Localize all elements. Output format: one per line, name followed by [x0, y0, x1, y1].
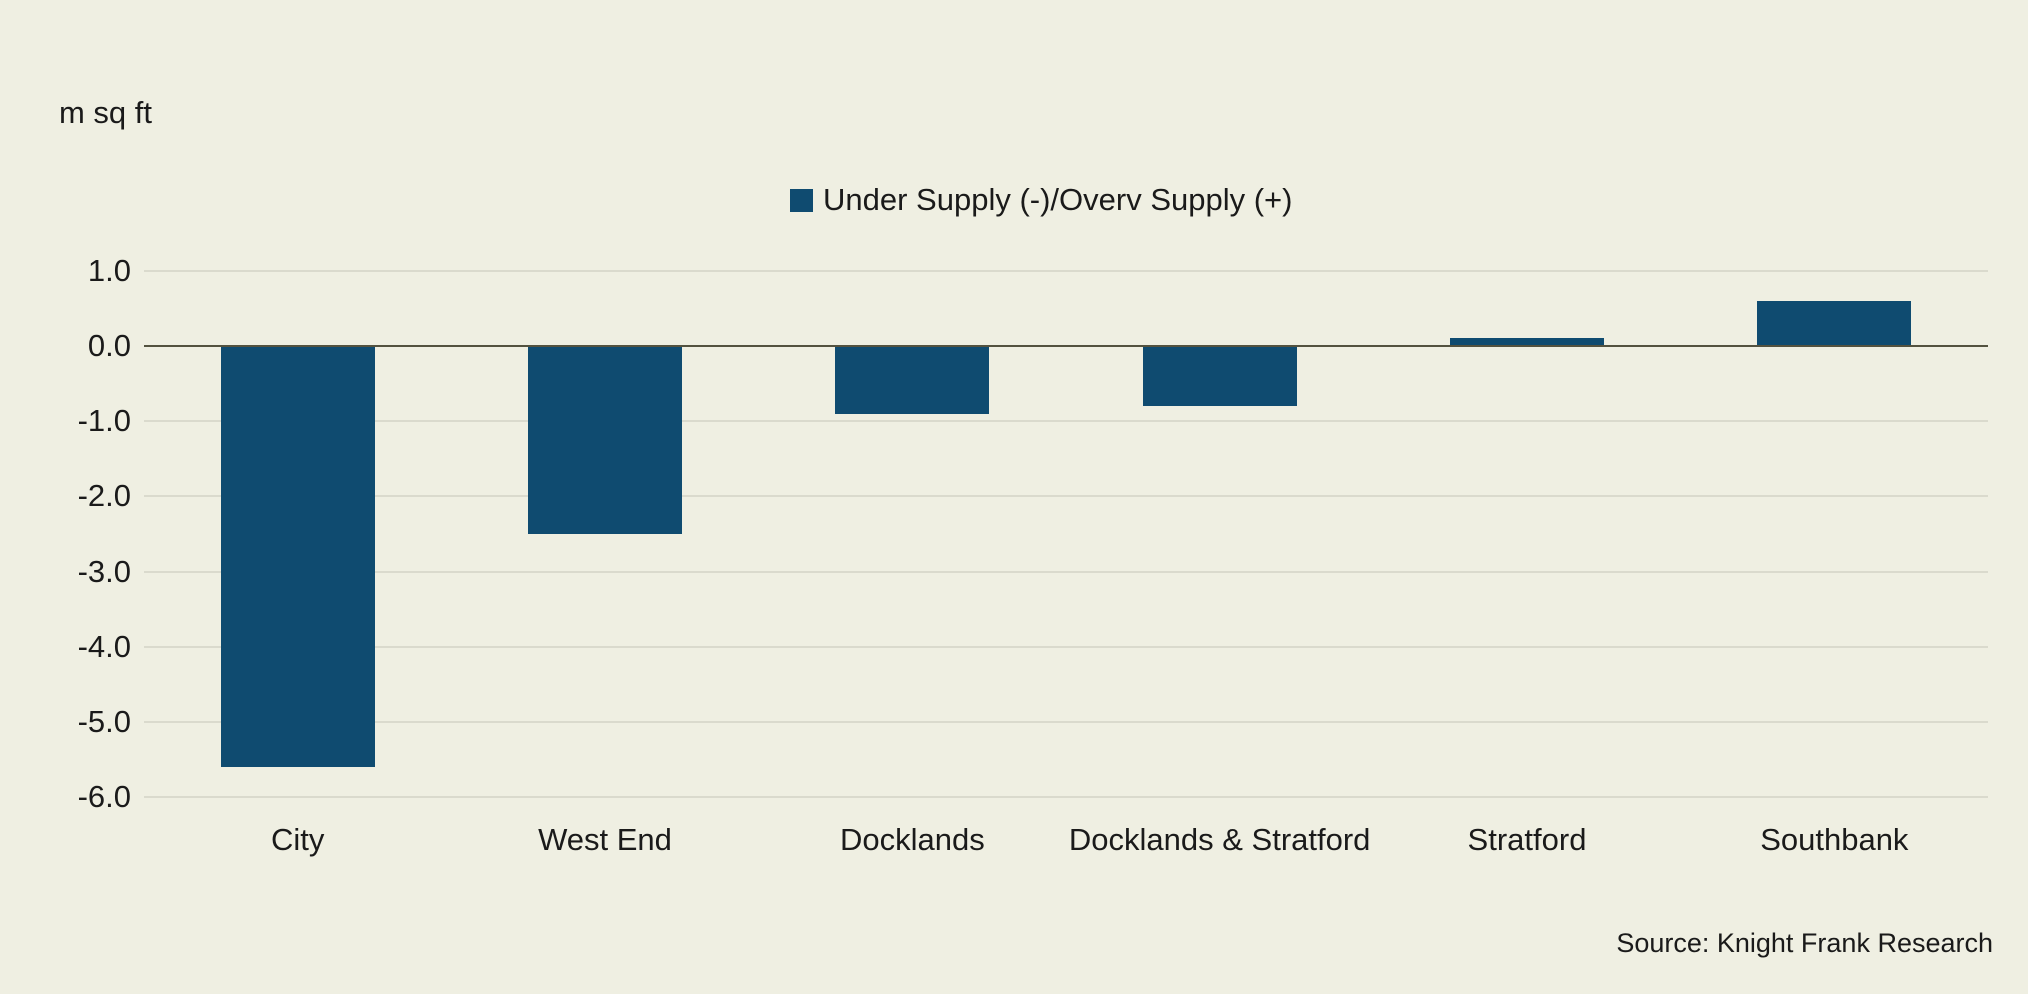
gridline [144, 420, 1988, 423]
y-axis-tick-label: -2.0 [77, 478, 131, 514]
x-axis-label-stratford: Stratford [1467, 822, 1587, 857]
bar-city [220, 346, 375, 768]
y-axis-tick-label: -4.0 [77, 628, 131, 664]
legend-label: Under Supply (-)/Overv Supply (+) [823, 182, 1293, 217]
x-axis-label-west-end: West End [538, 822, 672, 857]
bar-stratford [1450, 338, 1604, 346]
x-axis-label-docklands-stratford: Docklands & Stratford [1068, 822, 1371, 857]
gridline [144, 570, 1988, 573]
gridline [144, 721, 1988, 723]
legend: Under Supply (-)/Overv Supply (+) [790, 182, 1293, 217]
y-axis-tick-label: -1.0 [77, 403, 131, 439]
y-axis-units-label: m sq ft [59, 95, 153, 130]
legend-swatch-icon [790, 188, 813, 212]
y-axis-tick-label: 0.0 [87, 328, 131, 363]
bar-docklands-stratford [1142, 346, 1297, 407]
y-axis-tick-label: -3.0 [77, 553, 131, 589]
gridline [144, 495, 1988, 498]
bar-docklands [835, 346, 990, 414]
y-axis-tick-label: 1.0 [87, 252, 131, 288]
x-axis-label-docklands: Docklands [839, 822, 985, 857]
gridline [144, 269, 1988, 272]
gridline [144, 645, 1988, 648]
x-axis-label-southbank: Southbank [1760, 822, 1909, 857]
y-axis-tick-label: -5.0 [77, 704, 131, 739]
zero-axis-line [144, 345, 1988, 347]
source-credit: Source: Knight Frank Research [1616, 928, 1993, 958]
x-axis-label-city: City [270, 822, 325, 857]
y-axis-tick-label: -6.0 [77, 779, 131, 815]
gridline [144, 796, 1988, 799]
bar-southbank [1757, 300, 1912, 346]
bar-west-end [528, 346, 682, 534]
